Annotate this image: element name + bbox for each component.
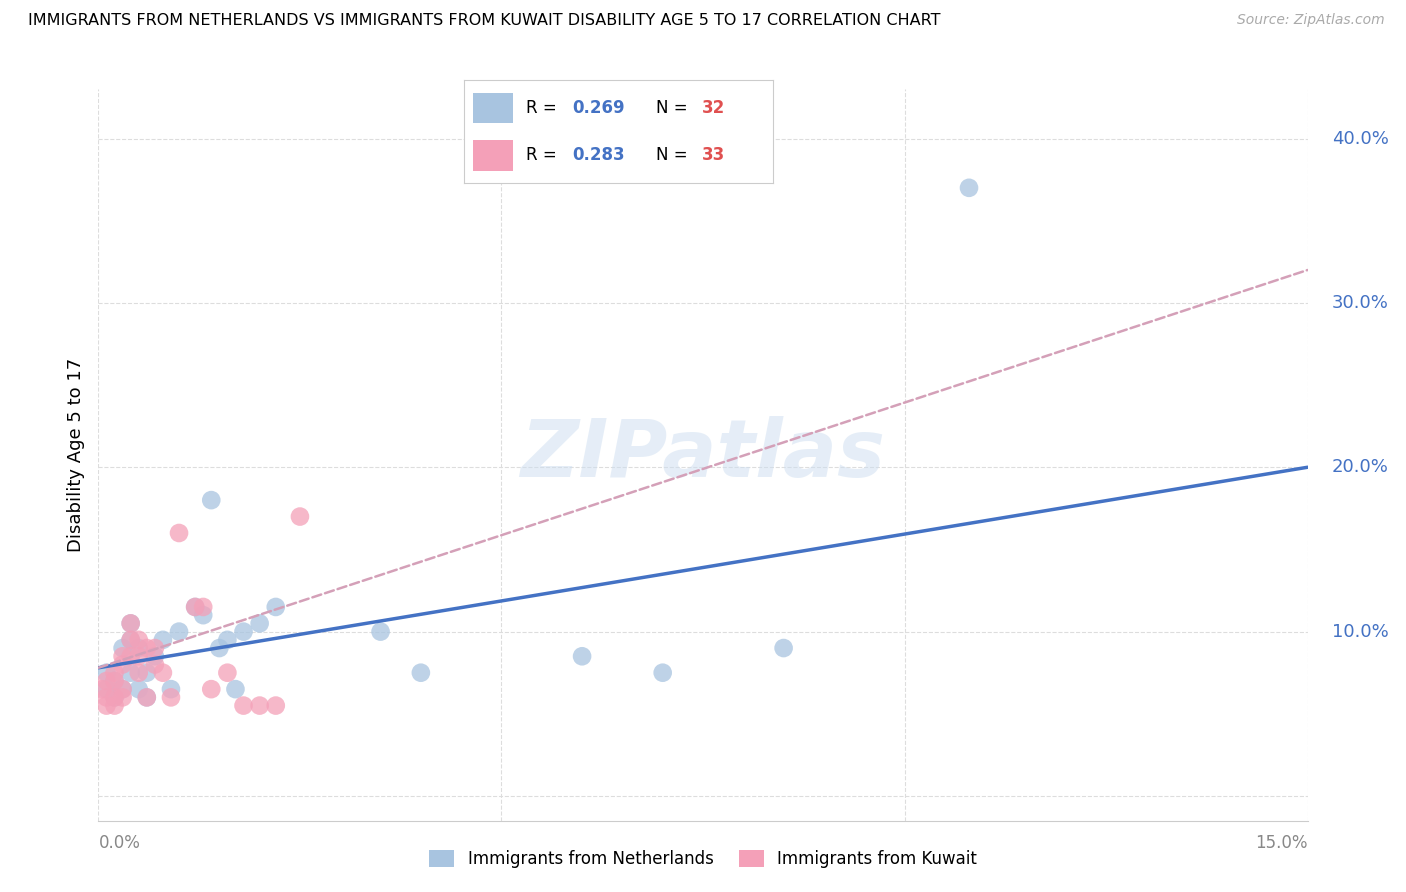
Point	[143, 641, 166, 656]
Point	[96, 665, 118, 680]
Point	[111, 649, 134, 664]
Point	[120, 649, 142, 664]
Point	[128, 682, 150, 697]
Text: N =: N =	[655, 146, 693, 164]
Point	[167, 526, 190, 541]
Point	[128, 665, 150, 680]
Text: Source: ZipAtlas.com: Source: ZipAtlas.com	[1237, 13, 1385, 28]
Point	[120, 616, 142, 631]
Point	[184, 599, 207, 614]
Y-axis label: Disability Age 5 to 17: Disability Age 5 to 17	[66, 358, 84, 552]
Point	[249, 698, 271, 713]
Point	[111, 641, 134, 656]
Text: 30.0%: 30.0%	[1331, 293, 1389, 312]
Text: 20.0%: 20.0%	[1331, 458, 1389, 476]
Point	[249, 616, 271, 631]
Point	[120, 616, 142, 631]
Point	[264, 698, 287, 713]
Point	[200, 493, 222, 508]
Point	[152, 632, 174, 647]
Bar	[474, 93, 513, 123]
Point	[103, 698, 125, 713]
Point	[143, 657, 166, 672]
Point	[96, 682, 118, 697]
Point	[957, 181, 980, 195]
Point	[232, 698, 254, 713]
Point	[143, 649, 166, 664]
Point	[135, 690, 157, 705]
Text: 15.0%: 15.0%	[1256, 834, 1308, 852]
Bar	[474, 140, 513, 170]
Point	[103, 690, 125, 705]
Point	[135, 641, 157, 656]
Point	[160, 682, 183, 697]
Point	[160, 690, 183, 705]
Text: R =: R =	[526, 146, 562, 164]
Point	[135, 690, 157, 705]
Point	[120, 665, 142, 680]
Point	[193, 599, 215, 614]
Point	[651, 665, 673, 680]
Point	[96, 673, 118, 688]
Text: 0.283: 0.283	[572, 146, 624, 164]
Point	[91, 682, 114, 697]
Point	[217, 665, 239, 680]
Text: N =: N =	[655, 99, 693, 117]
Point	[128, 649, 150, 664]
Text: 40.0%: 40.0%	[1331, 129, 1389, 147]
Text: 10.0%: 10.0%	[1331, 623, 1389, 640]
Text: ZIPatlas: ZIPatlas	[520, 416, 886, 494]
Point	[103, 665, 125, 680]
Point	[370, 624, 392, 639]
Text: 33: 33	[702, 146, 725, 164]
Point	[103, 673, 125, 688]
Point	[128, 641, 150, 656]
Point	[111, 657, 134, 672]
Point	[135, 665, 157, 680]
Point	[264, 599, 287, 614]
Point	[571, 649, 593, 664]
Point	[167, 624, 190, 639]
Point	[96, 690, 118, 705]
Point	[288, 509, 311, 524]
Point	[224, 682, 246, 697]
Point	[120, 632, 142, 647]
Point	[103, 690, 125, 705]
Point	[217, 632, 239, 647]
Point	[409, 665, 432, 680]
Point	[111, 682, 134, 697]
Text: 0.269: 0.269	[572, 99, 624, 117]
Text: 32: 32	[702, 99, 725, 117]
Text: IMMIGRANTS FROM NETHERLANDS VS IMMIGRANTS FROM KUWAIT DISABILITY AGE 5 TO 17 COR: IMMIGRANTS FROM NETHERLANDS VS IMMIGRANT…	[28, 13, 941, 29]
Text: R =: R =	[526, 99, 562, 117]
Point	[111, 690, 134, 705]
Point	[184, 599, 207, 614]
Point	[111, 682, 134, 697]
Point	[128, 632, 150, 647]
Text: 0.0%: 0.0%	[98, 834, 141, 852]
Legend: Immigrants from Netherlands, Immigrants from Kuwait: Immigrants from Netherlands, Immigrants …	[423, 843, 983, 875]
Point	[232, 624, 254, 639]
Point	[96, 698, 118, 713]
Point	[208, 641, 231, 656]
Point	[772, 641, 794, 656]
Point	[152, 665, 174, 680]
Point	[120, 632, 142, 647]
Point	[193, 608, 215, 623]
Point	[103, 673, 125, 688]
Point	[200, 682, 222, 697]
